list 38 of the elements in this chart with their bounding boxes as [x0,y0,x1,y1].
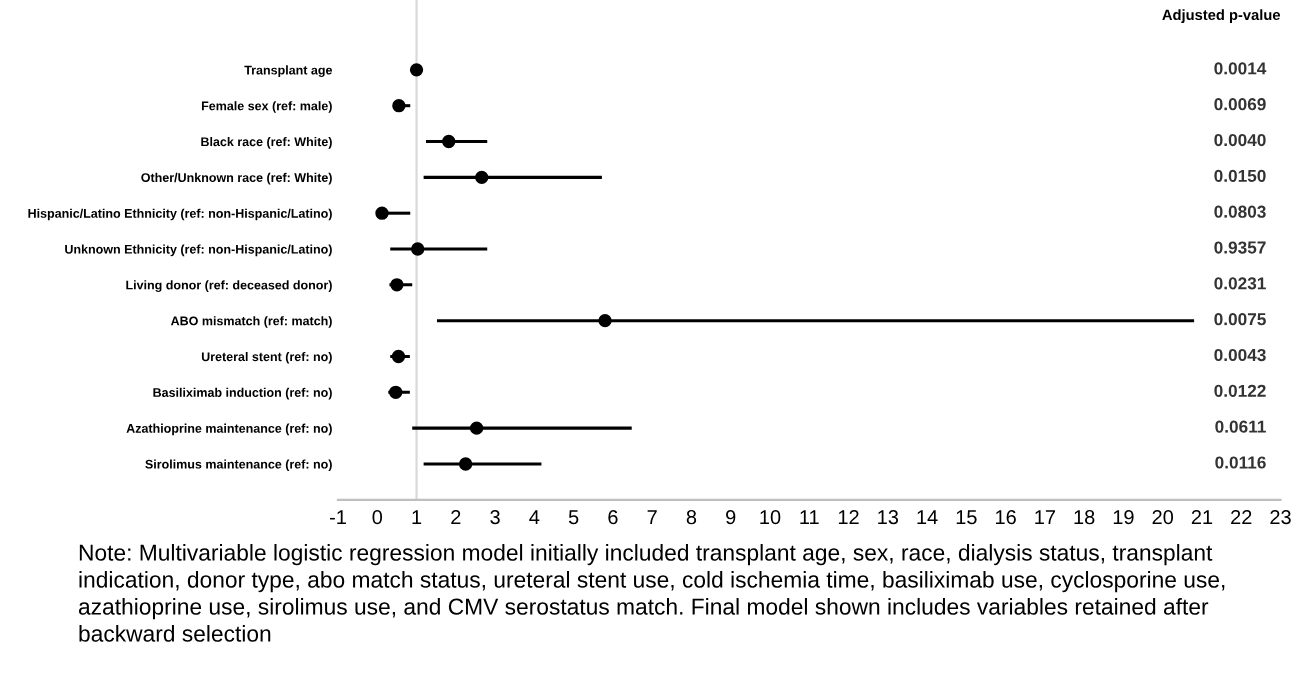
x-tick-label: 0 [372,510,383,525]
x-tick-label: 2 [451,510,461,525]
x-tick-label: 9 [726,510,736,525]
y2-tick-label: 0.0122 [1214,384,1266,397]
x-tick-label: 22 [1231,510,1252,525]
x-tick-label: 7 [647,510,657,525]
x-tick-label: 16 [996,510,1016,525]
y2-tick-label: 0.0611 [1215,420,1266,433]
y2-tick-label: 0.0150 [1214,169,1266,182]
y2-tick-label: 0.9357 [1214,241,1266,254]
x-tick-label: 15 [956,510,977,525]
x-tick-label: 20 [1152,510,1174,525]
y2-tick-label: 0.0040 [1214,133,1266,147]
y2-tick-label: 0.0043 [1214,348,1266,362]
x-tick-label: 12 [838,510,859,525]
y2-tick-label: 0.0075 [1214,313,1266,326]
text: Note: Multivariable logistic regression model initially included transplant age, sex, race, dialysis status, transplant indication, donor type, abo match status, ureteral stent use, cold ischemia time, basiliximab use, cyclosporine use, azathioprine use, sirolimus use, and CMV serostatus match. Final model shown includes variables retained after backward selection [78,544,1225,642]
y2-tick-label: 0.0231 [1214,277,1266,290]
y2-tick-label: 0.0069 [1214,98,1266,111]
x-tick-label: 1 [412,510,422,525]
x-tick-label: 3 [490,510,500,525]
y2-tick-label: 0.0116 [1215,456,1266,469]
y2-tick-label: 0.0014 [1214,62,1267,75]
x-tick-label: 10 [760,510,781,525]
x-tick-label: -1 [330,510,346,525]
x-tick-label: 17 [1035,510,1055,525]
x-tick-label: 13 [878,510,899,525]
x-tick-label: 18 [1074,510,1095,525]
x-tick-label: 4 [529,510,540,525]
x-tick-label: 21 [1191,510,1213,525]
x-tick-label: 5 [568,510,579,525]
x-tick-label: 19 [1113,510,1134,525]
x-tick-label: 23 [1270,510,1291,525]
x-tick-label: 11 [800,510,819,525]
y2-tick-label: 0.0803 [1214,205,1266,218]
x-tick-label: 6 [608,510,618,525]
x-tick-label: 8 [686,510,697,525]
x-tick-label: 14 [917,510,938,525]
